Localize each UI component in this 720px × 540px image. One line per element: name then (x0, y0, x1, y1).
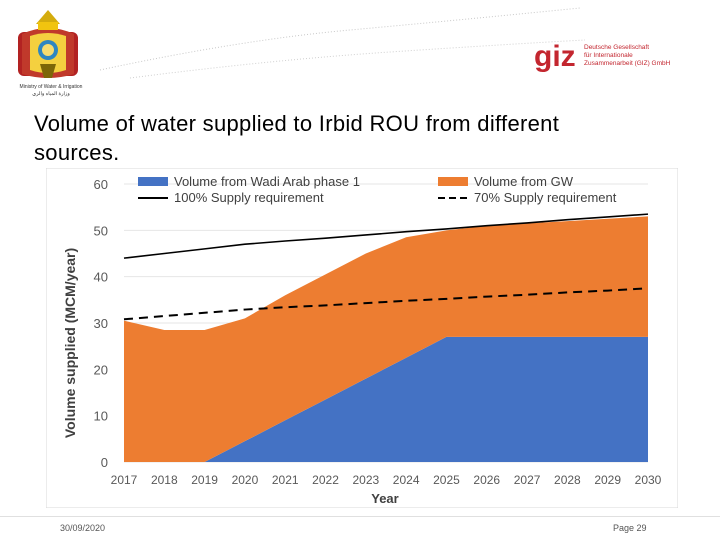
header-decoration (99, 7, 586, 79)
x-tick-label: 2029 (594, 473, 621, 487)
legend-label: 70% Supply requirement (474, 190, 617, 205)
x-tick-label: 2020 (232, 473, 259, 487)
ministry-crest-logo (18, 10, 78, 78)
x-tick-label: 2024 (393, 473, 420, 487)
x-tick-label: 2021 (272, 473, 299, 487)
svg-text:giz: giz (534, 40, 576, 73)
y-tick-label: 60 (94, 177, 108, 192)
y-tick-label: 40 (94, 270, 108, 285)
giz-org-name: Deutsche Gesellschaft für Internationale… (584, 44, 671, 67)
legend-label: 100% Supply requirement (174, 190, 324, 205)
x-tick-label: 2023 (352, 473, 379, 487)
y-tick-label: 0 (101, 455, 108, 470)
legend-label: Volume from GW (474, 174, 574, 189)
x-tick-label: 2019 (191, 473, 218, 487)
legend-swatch (438, 177, 468, 186)
x-axis-label: Year (371, 491, 398, 506)
y-tick-label: 20 (94, 362, 108, 377)
x-tick-label: 2017 (111, 473, 138, 487)
x-tick-label: 2022 (312, 473, 339, 487)
y-tick-label: 30 (94, 316, 108, 331)
x-tick-label: 2027 (514, 473, 541, 487)
line-series-1 (123, 287, 649, 321)
x-tick-label: 2018 (151, 473, 178, 487)
area-series-1 (124, 216, 648, 462)
y-tick-label: 10 (94, 409, 108, 424)
area-series-0 (124, 336, 648, 462)
footer-divider (0, 516, 720, 517)
x-tick-label: 2025 (433, 473, 460, 487)
legend-label: Volume from Wadi Arab phase 1 (174, 174, 360, 189)
legend-swatch (138, 177, 168, 186)
line-series-0 (123, 213, 649, 259)
x-tick-label: 2028 (554, 473, 581, 487)
x-tick-label: 2026 (473, 473, 500, 487)
footer-page-number: Page 29 (613, 523, 647, 533)
y-tick-label: 50 (94, 223, 108, 238)
y-axis-label: Volume supplied (MCM/year) (62, 248, 78, 438)
footer-date: 30/09/2020 (60, 523, 106, 533)
slide-title: Volume of water supplied to Irbid ROU fr… (34, 111, 560, 165)
ministry-caption: Ministry of Water & Irrigation وزارة الم… (19, 84, 83, 97)
giz-logo: giz (534, 40, 576, 73)
x-tick-label: 2030 (635, 473, 662, 487)
